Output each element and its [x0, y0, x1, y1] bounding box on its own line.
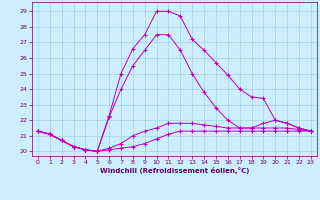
X-axis label: Windchill (Refroidissement éolien,°C): Windchill (Refroidissement éolien,°C): [100, 167, 249, 174]
